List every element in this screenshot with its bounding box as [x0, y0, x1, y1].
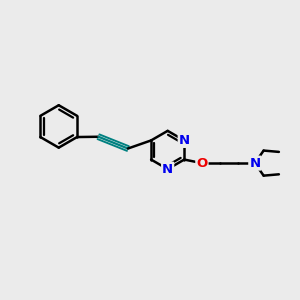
Text: N: N: [179, 134, 190, 147]
Text: N: N: [249, 157, 260, 169]
Text: O: O: [196, 157, 208, 169]
Text: N: N: [162, 163, 173, 176]
